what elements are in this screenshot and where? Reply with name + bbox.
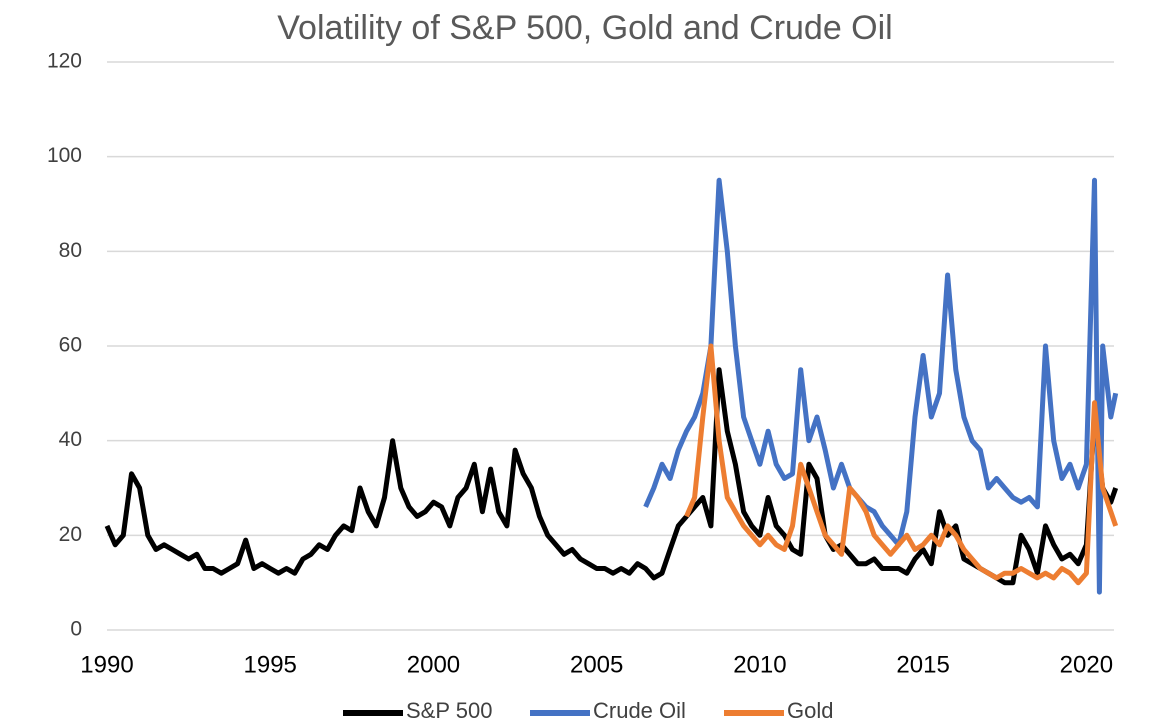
x-tick-label: 2015 <box>896 651 949 678</box>
x-tick-label: 1990 <box>80 651 133 678</box>
y-tick-label: 60 <box>59 334 82 357</box>
series-line <box>684 343 1119 586</box>
y-tick-label: 0 <box>70 618 82 641</box>
legend-label: Crude Oil <box>593 698 686 723</box>
legend-label: S&P 500 <box>406 698 492 723</box>
y-tick-label: 120 <box>47 50 82 73</box>
y-tick-label: 80 <box>59 239 82 262</box>
x-tick-label: 2020 <box>1060 651 1113 678</box>
chart-title: Volatility of S&P 500, Gold and Crude Oi… <box>277 9 893 47</box>
y-tick-label: 40 <box>59 428 82 451</box>
x-tick-label: 1995 <box>244 651 297 678</box>
series-line <box>643 177 1119 595</box>
x-tick-label: 2005 <box>570 651 623 678</box>
x-tick-label: 2000 <box>407 651 460 678</box>
y-tick-label: 100 <box>47 144 82 167</box>
x-tick-label: 2010 <box>733 651 786 678</box>
legend-label: Gold <box>787 698 833 723</box>
y-tick-label: 20 <box>59 523 82 546</box>
